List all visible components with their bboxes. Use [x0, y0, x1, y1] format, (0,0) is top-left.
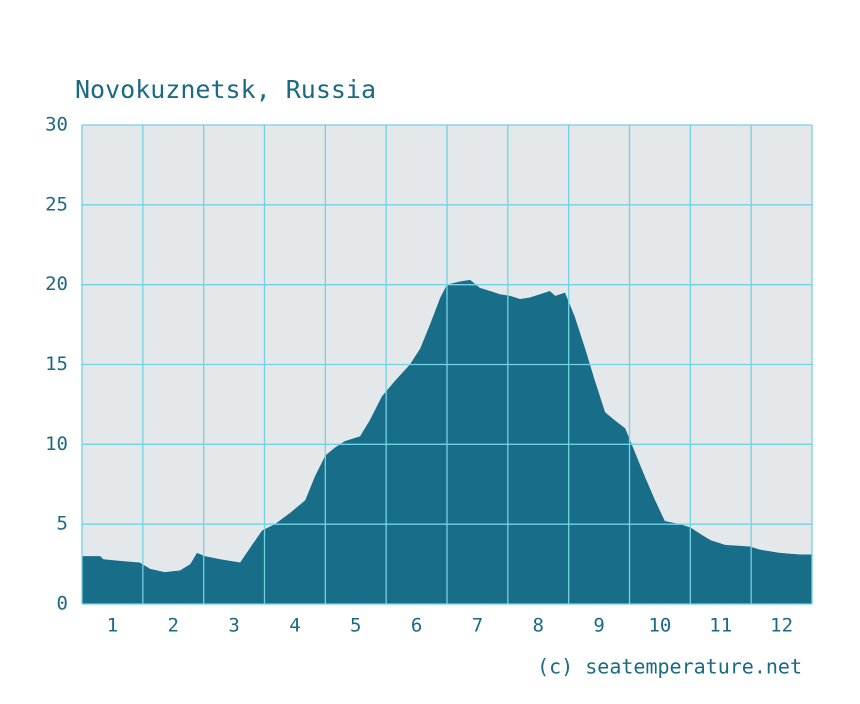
y-tick-label: 25	[45, 193, 68, 215]
credit: (c) seatemperature.net	[537, 655, 802, 679]
y-tick-label: 15	[45, 353, 68, 375]
x-tick-label: 12	[770, 615, 793, 637]
x-tick-label: 5	[350, 615, 361, 637]
x-tick-label: 2	[168, 615, 179, 637]
x-tick-label: 3	[228, 615, 239, 637]
y-tick-label: 0	[57, 593, 68, 615]
x-tick-label: 4	[289, 615, 300, 637]
x-tick-label: 7	[472, 615, 483, 637]
y-tick-label: 20	[45, 273, 68, 295]
x-tick-label: 11	[709, 615, 732, 637]
x-tick-label: 6	[411, 615, 422, 637]
chart-title: Novokuznetsk, Russia	[75, 75, 376, 104]
x-tick-label: 9	[593, 615, 604, 637]
y-tick-label: 5	[57, 513, 68, 535]
x-tick-label: 10	[648, 615, 671, 637]
x-tick-label: 1	[107, 615, 118, 637]
x-tick-label: 8	[533, 615, 544, 637]
y-tick-label: 30	[45, 114, 68, 136]
y-tick-label: 10	[45, 433, 68, 455]
